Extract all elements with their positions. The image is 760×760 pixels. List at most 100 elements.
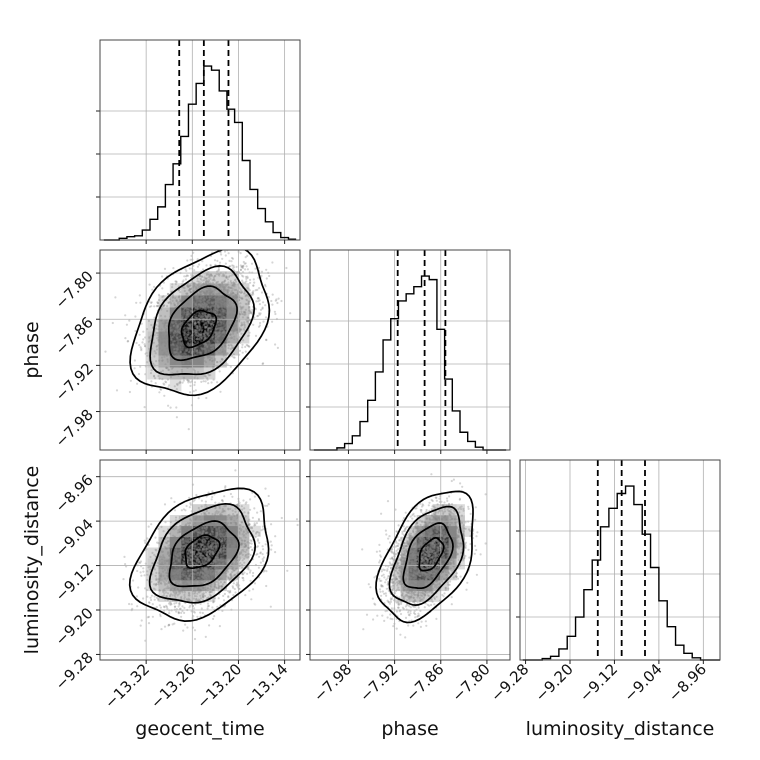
scatter-point [240,266,243,269]
density-cell [203,580,216,592]
scatter-point [264,285,267,288]
density-cell [440,558,449,570]
scatter-point [226,301,230,304]
scatter-point [248,305,251,308]
scatter-point [216,297,220,301]
scatter-point [194,341,197,344]
scatter-point [280,299,283,303]
scatter-point [216,573,219,576]
scatter-point [195,553,199,556]
scatter-point [179,381,182,384]
scatter-point [176,348,179,351]
scatter-point [256,288,259,291]
scatter-point [147,525,150,528]
scatter-point [170,336,173,340]
scatter-point [186,349,189,352]
scatter-point [186,333,190,336]
scatter-point [185,311,188,315]
scatter-point [198,326,201,329]
scatter-point [184,348,187,351]
scatter-point [209,516,212,520]
scatter-point [162,554,165,557]
density-cell [158,355,171,368]
scatter-point [179,300,182,303]
scatter-point [139,571,142,574]
scatter-point [236,331,239,334]
scatter-point [207,511,211,515]
scatter-point [194,296,197,299]
scatter-point [206,324,209,327]
scatter-point [142,567,145,570]
scatter-point [115,389,119,392]
scatter-point [235,522,238,526]
scatter-point [220,282,223,285]
density-cell [169,558,182,570]
scatter-point [232,528,235,531]
scatter-point [194,303,197,306]
scatter-point [225,284,228,287]
scatter-point [197,598,200,601]
scatter-point [238,313,241,316]
scatter-point [199,582,202,585]
scatter-point [181,566,184,569]
scatter-point [229,589,232,593]
scatter-point [240,321,243,324]
scatter-point [177,569,180,573]
scatter-point [196,306,199,309]
scatter-point [211,290,214,293]
scatter-point [233,266,236,269]
scatter-point [236,572,239,575]
scatter-point [181,322,184,325]
scatter-point [214,542,217,545]
scatter-point [250,527,254,530]
scatter-point [265,570,268,573]
scatter-point [202,319,206,322]
scatter-point [196,592,199,595]
scatter-point [215,281,218,284]
scatter-point [230,320,234,323]
density-cell [181,590,193,602]
scatter-point [196,557,199,560]
scatter-point [203,343,206,346]
scatter-point [219,513,222,516]
scatter-point [127,340,130,343]
density-cell [237,319,250,332]
scatter-point [195,516,198,519]
scatter-point [214,357,217,360]
scatter-point [172,527,175,530]
scatter-point [240,550,243,553]
scatter-point [221,358,224,361]
scatter-point [167,581,170,585]
scatter-point [256,315,259,318]
scatter-point [188,339,191,342]
scatter-point [189,391,192,394]
scatter-point [214,523,217,526]
scatter-point [221,300,224,304]
scatter-point [165,366,168,369]
scatter-point [192,590,195,593]
scatter-point [220,253,223,256]
scatter-point [213,572,216,575]
scatter-point [208,340,211,343]
scatter-point [204,314,207,317]
scatter-point [230,548,233,551]
scatter-point [192,333,195,336]
scatter-point [218,527,221,530]
scatter-point [183,289,186,293]
scatter-point [227,288,230,291]
scatter-point [158,347,161,350]
scatter-point [235,296,238,299]
scatter-point [231,546,234,550]
scatter-point [171,296,174,299]
scatter-point [175,556,178,560]
scatter-point [204,335,207,338]
scatter-point [262,301,265,304]
scatter-point [232,544,236,547]
scatter-point [193,572,196,576]
scatter-point [226,283,229,286]
scatter-point [196,293,199,297]
scatter-point [239,552,242,556]
scatter-point [239,306,242,309]
scatter-point [216,270,219,273]
scatter-point [211,359,214,362]
